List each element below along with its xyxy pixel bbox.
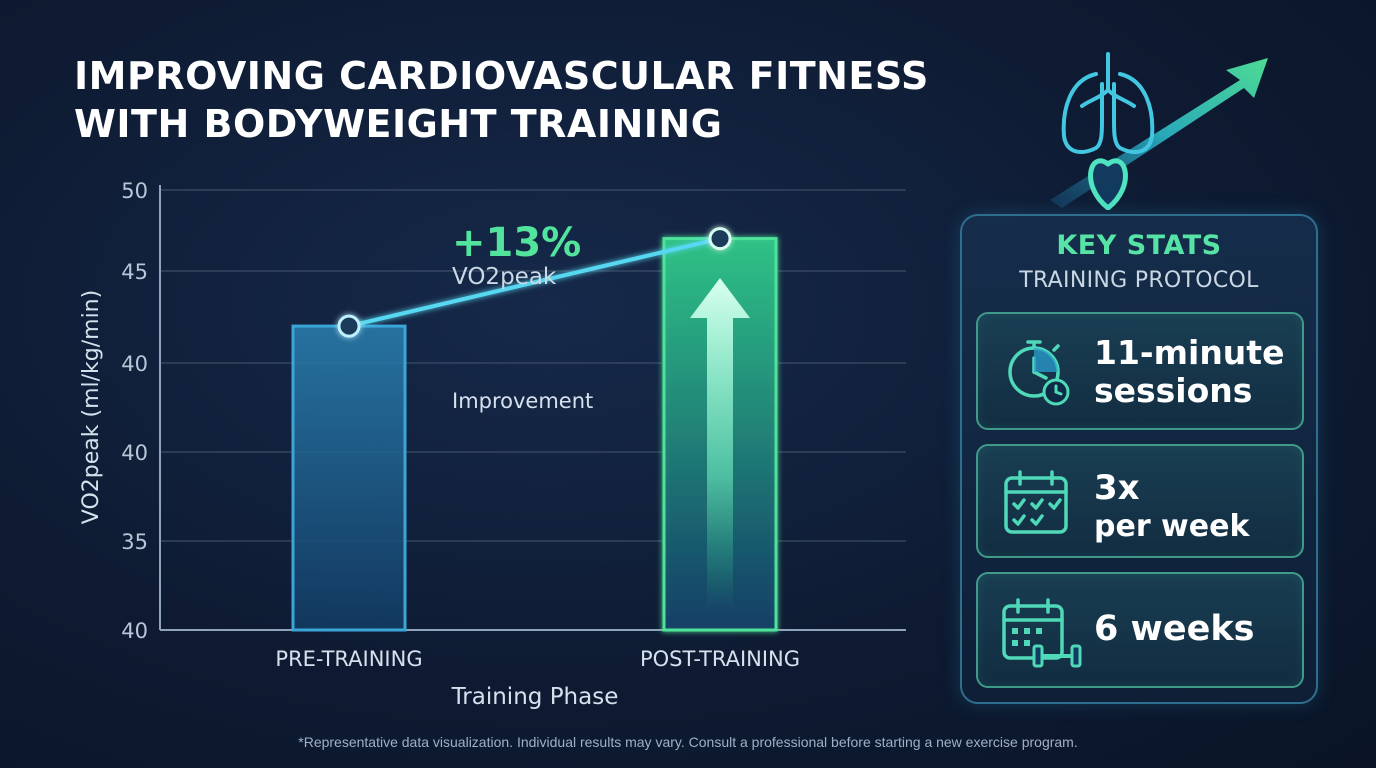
y-tick-label: 45 [121,260,148,284]
trend-line [348,236,721,329]
title-line-1: IMPROVING CARDIOVASCULAR FITNESS [74,54,929,98]
stopwatch-icon [1008,340,1070,406]
calendar-dumbbell-icon [1002,598,1082,668]
y-tick-label: 40 [121,619,148,643]
y-tick-labels: 40 35 40 40 45 50 [121,179,148,643]
stat-card-frequency: 3x per week [976,444,1304,558]
stat-card-duration: 11-minute sessions [976,312,1304,430]
y-tick-label: 40 [121,441,148,465]
stat-duration-line1: 11-minute [1094,333,1285,372]
stat-weeks-line1: 6 weeks [1094,609,1255,649]
improvement-arrow [690,278,750,610]
stat-card-duration-weeks: 6 weeks [976,572,1304,688]
improvement-annotation: Improvement [452,389,593,413]
y-tick-label: 40 [121,352,148,376]
x-axis-label: Training Phase [451,684,619,710]
bar-pre-training [291,324,407,632]
y-tick-label: 50 [121,179,148,203]
key-stats-panel: KEY STATS TRAINING PROTOCOL 11-minute se… [960,214,1318,704]
stat-duration-line2: sessions [1094,371,1253,410]
page-title: IMPROVING CARDIOVASCULAR FITNESS WITH BO… [74,52,994,148]
calendar-check-icon [1004,470,1068,534]
stat-frequency-line1: 3x [1094,468,1140,508]
panel-title: KEY STATS [1056,230,1222,261]
metric-annotation: VO2peak [452,264,557,290]
vo2-bar-chart: 40 35 40 40 45 50 PRE-TRAINING POST-TRAINING V… [79,179,906,710]
data-point-post-training [708,227,732,251]
title-line-2: WITH BODYWEIGHT TRAINING [74,102,723,146]
y-tick-label: 35 [121,530,148,554]
y-axis-label: VO2peak (ml/kg/min) [79,290,104,524]
panel-subtitle: TRAINING PROTOCOL [1019,268,1259,293]
data-point-pre-training [337,314,361,338]
stat-frequency-line2: per week [1094,509,1250,544]
change-annotation: +13% [452,220,581,266]
lungs-heart-arrow-icon [1050,52,1268,210]
footnote: *Representative data visualization. Indi… [298,734,1078,750]
gridlines [160,189,906,542]
x-tick-label: POST-TRAINING [640,647,800,671]
x-tick-label: PRE-TRAINING [275,647,422,671]
